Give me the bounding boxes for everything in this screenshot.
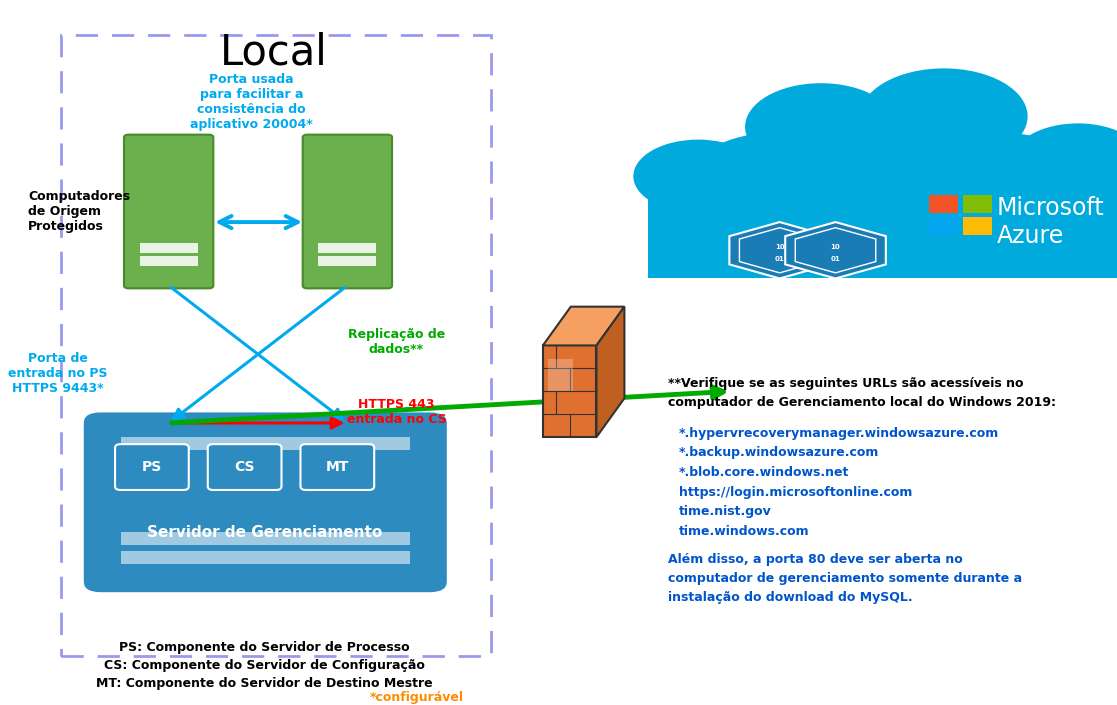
- FancyBboxPatch shape: [124, 135, 213, 288]
- Text: instalação do download do MySQL.: instalação do download do MySQL.: [668, 591, 913, 604]
- FancyBboxPatch shape: [208, 444, 281, 490]
- Text: Replicação de
dados**: Replicação de dados**: [347, 328, 446, 356]
- FancyBboxPatch shape: [548, 359, 573, 391]
- Ellipse shape: [633, 140, 763, 213]
- Bar: [318, 243, 376, 253]
- Text: Computadores
de Origem
Protegidos: Computadores de Origem Protegidos: [28, 190, 130, 233]
- Text: HTTPS 443
entrada no CS: HTTPS 443 entrada no CS: [346, 398, 447, 427]
- Ellipse shape: [745, 83, 897, 171]
- FancyBboxPatch shape: [648, 180, 1117, 278]
- Bar: [121, 437, 410, 450]
- Text: 10: 10: [775, 244, 784, 250]
- Text: *.hypervrecoverymanager.windowsazure.com: *.hypervrecoverymanager.windowsazure.com: [679, 427, 1000, 439]
- Text: computador de gerenciamento somente durante a: computador de gerenciamento somente dura…: [668, 572, 1022, 585]
- Text: 01: 01: [775, 256, 784, 262]
- Text: Armazenamento de blobs: Armazenamento de blobs: [762, 293, 896, 302]
- Text: **Verifique se as seguintes URLs são acessíveis no: **Verifique se as seguintes URLs são ace…: [668, 377, 1023, 390]
- Text: Microsoft
Azure: Microsoft Azure: [996, 196, 1104, 248]
- Bar: [121, 532, 410, 545]
- Text: PS: Componente do Servidor de Processo: PS: Componente do Servidor de Processo: [120, 641, 410, 654]
- Ellipse shape: [1011, 123, 1117, 201]
- Text: *configurável: *configurável: [370, 692, 464, 704]
- FancyBboxPatch shape: [84, 412, 447, 592]
- Text: computador de Gerenciamento local do Windows 2019:: computador de Gerenciamento local do Win…: [668, 396, 1056, 409]
- Ellipse shape: [910, 133, 1089, 234]
- Polygon shape: [543, 307, 624, 345]
- Text: 01: 01: [831, 256, 840, 262]
- Ellipse shape: [782, 109, 994, 229]
- Ellipse shape: [687, 133, 866, 234]
- Polygon shape: [785, 222, 886, 278]
- Ellipse shape: [860, 68, 1028, 164]
- Text: Servidor de Gerenciamento: Servidor de Gerenciamento: [147, 525, 382, 540]
- Bar: [963, 195, 992, 213]
- FancyBboxPatch shape: [300, 444, 374, 490]
- Text: https://login.microsoftonline.com: https://login.microsoftonline.com: [679, 486, 913, 498]
- Text: MT: MT: [326, 460, 349, 474]
- Bar: [140, 256, 198, 266]
- Text: 10: 10: [831, 244, 840, 250]
- Text: Além disso, a porta 80 deve ser aberta no: Além disso, a porta 80 deve ser aberta n…: [668, 553, 963, 566]
- Text: CS: CS: [235, 460, 255, 474]
- Text: PS: PS: [142, 460, 162, 474]
- Bar: [318, 256, 376, 266]
- Text: time.windows.com: time.windows.com: [679, 525, 810, 538]
- FancyBboxPatch shape: [303, 135, 392, 288]
- Text: MT: Componente do Servidor de Destino Mestre: MT: Componente do Servidor de Destino Me…: [96, 678, 433, 690]
- FancyBboxPatch shape: [115, 444, 189, 490]
- Text: *.blob.core.windows.net: *.blob.core.windows.net: [679, 466, 850, 479]
- Text: CS: Componente do Servidor de Configuração: CS: Componente do Servidor de Configuraç…: [104, 659, 426, 672]
- Text: Local: Local: [220, 32, 327, 74]
- FancyBboxPatch shape: [543, 345, 596, 437]
- Text: time.nist.gov: time.nist.gov: [679, 505, 772, 518]
- Bar: [929, 216, 958, 235]
- Text: *.backup.windowsazure.com: *.backup.windowsazure.com: [679, 446, 879, 459]
- Text: Porta usada
para facilitar a
consistência do
aplicativo 20004*: Porta usada para facilitar a consistênci…: [190, 73, 313, 131]
- Text: Porta de
entrada no PS
HTTPS 9443*: Porta de entrada no PS HTTPS 9443*: [8, 352, 108, 395]
- Bar: [121, 551, 410, 564]
- Polygon shape: [596, 307, 624, 437]
- Polygon shape: [729, 222, 830, 278]
- Bar: [963, 216, 992, 235]
- Bar: [140, 243, 198, 253]
- Bar: [929, 195, 958, 213]
